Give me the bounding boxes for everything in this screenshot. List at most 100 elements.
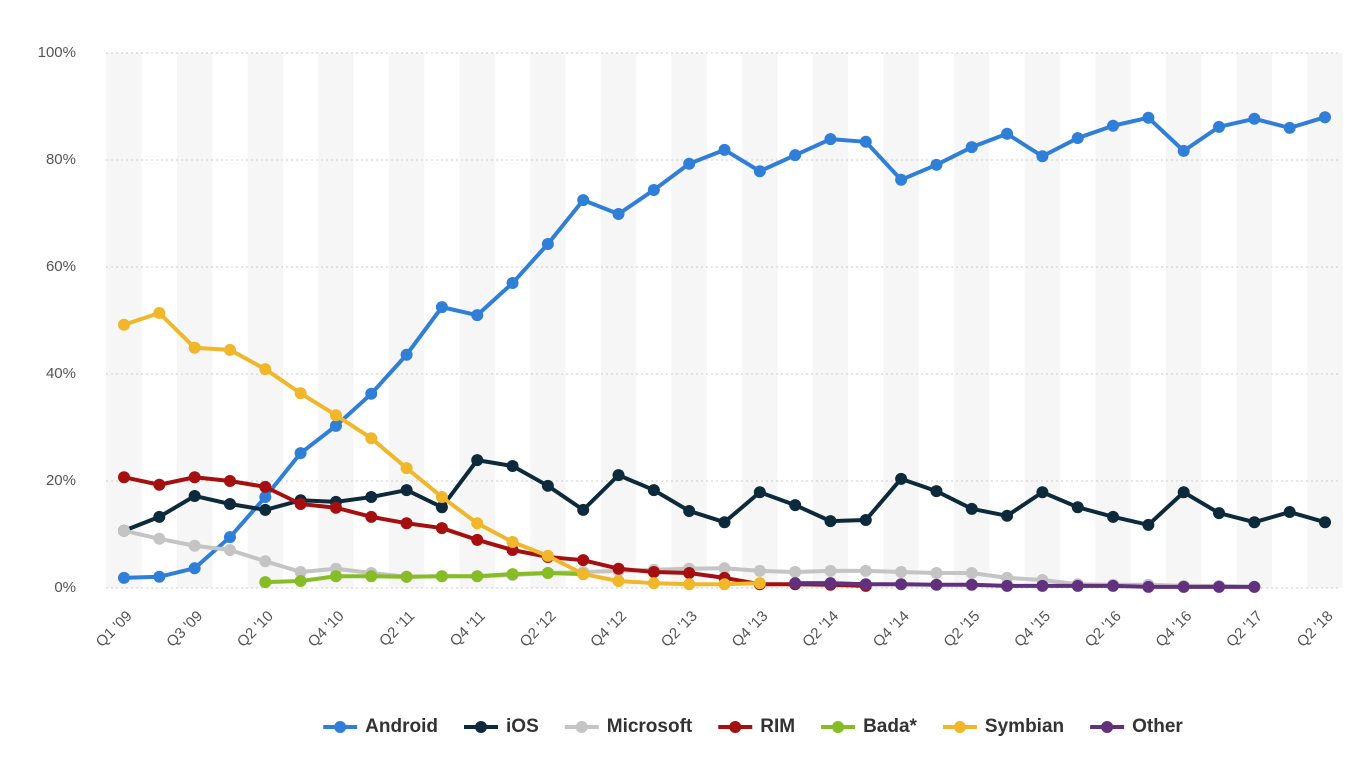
- data-point: [1213, 120, 1226, 133]
- data-point: [471, 533, 484, 546]
- data-point: [1071, 132, 1084, 145]
- data-point: [506, 277, 519, 290]
- data-point: [753, 577, 766, 590]
- x-tick-label: Q4 '15: [1011, 608, 1054, 651]
- data-point: [824, 577, 837, 590]
- data-point: [859, 564, 872, 577]
- x-tick-label: Q2 '18: [1294, 608, 1337, 651]
- data-point: [1071, 579, 1084, 592]
- data-point: [1248, 112, 1261, 125]
- y-tick-label: 80%: [46, 151, 76, 168]
- data-point: [718, 562, 731, 575]
- data-point: [577, 503, 590, 516]
- legend-marker: [729, 721, 742, 733]
- data-point: [1036, 486, 1049, 499]
- data-point: [789, 565, 802, 578]
- series-line: [265, 571, 584, 585]
- legend-marker: [334, 721, 347, 733]
- data-point: [647, 484, 660, 497]
- band: [388, 53, 425, 588]
- x-tick-label: Q2 '16: [1082, 608, 1125, 651]
- data-point: [859, 514, 872, 527]
- data-point: [400, 348, 413, 361]
- data-point: [329, 570, 342, 583]
- data-point: [365, 387, 378, 400]
- band: [1236, 53, 1273, 588]
- data-point: [718, 143, 731, 156]
- legend-item: iOS: [464, 716, 539, 737]
- legend-item: RIM: [718, 716, 795, 737]
- data-point: [1213, 580, 1226, 593]
- data-point: [435, 491, 448, 504]
- data-point: [930, 567, 943, 580]
- data-point: [259, 480, 272, 493]
- data-point: [683, 567, 696, 580]
- data-point: [965, 567, 978, 580]
- x-tick-label: Q4 '13: [729, 608, 772, 651]
- data-point: [895, 565, 908, 578]
- data-point: [435, 501, 448, 514]
- data-point: [1248, 516, 1261, 529]
- data-point: [223, 544, 236, 557]
- data-point: [1213, 507, 1226, 520]
- data-point: [895, 173, 908, 186]
- data-point: [294, 387, 307, 400]
- band: [530, 53, 566, 588]
- data-point: [259, 555, 272, 568]
- legend-label: Microsoft: [607, 716, 693, 737]
- data-point: [718, 578, 731, 591]
- data-point: [118, 471, 130, 484]
- data-point: [223, 343, 236, 356]
- data-point: [824, 515, 837, 528]
- data-point: [612, 562, 625, 575]
- band: [1095, 53, 1131, 588]
- data-point: [188, 471, 201, 484]
- data-point: [1001, 509, 1014, 522]
- data-point: [435, 570, 448, 583]
- data-point: [294, 447, 307, 460]
- x-tick-label: Q4 '11: [447, 608, 489, 650]
- legend-item: Symbian: [942, 716, 1064, 737]
- data-point: [294, 498, 307, 511]
- data-point: [259, 363, 272, 376]
- series-line: [123, 475, 866, 588]
- data-point: [683, 578, 696, 591]
- data-point: [1142, 111, 1155, 124]
- band: [883, 53, 919, 588]
- data-point: [895, 472, 908, 485]
- data-point: [471, 570, 484, 583]
- data-point: [789, 577, 802, 590]
- data-point: [930, 158, 943, 171]
- legend-marker: [575, 721, 588, 733]
- x-tick-label: Q4 '14: [870, 608, 913, 651]
- data-point: [153, 478, 166, 491]
- data-point: [577, 554, 590, 567]
- data-point: [188, 562, 201, 575]
- data-point: [1177, 580, 1190, 593]
- data-point: [541, 237, 554, 250]
- data-point: [329, 419, 342, 432]
- x-tick-label: Q2 '11: [376, 608, 418, 650]
- y-tick-label: 60%: [46, 258, 76, 275]
- legend-label: RIM: [760, 716, 795, 737]
- legend-item: Microsoft: [564, 716, 693, 737]
- data-point: [647, 577, 660, 590]
- data-point: [400, 517, 413, 530]
- y-tick-label: 40%: [46, 365, 76, 382]
- legend-label: Symbian: [985, 716, 1064, 737]
- data-point: [506, 568, 519, 581]
- data-point: [753, 165, 766, 178]
- data-point: [647, 565, 660, 578]
- series-line: [123, 311, 760, 587]
- data-point: [824, 564, 837, 577]
- x-tick-label: Q2 '14: [799, 608, 842, 651]
- data-point: [1319, 516, 1331, 529]
- data-point: [718, 516, 731, 529]
- data-point: [612, 469, 625, 482]
- data-point: [1248, 580, 1261, 593]
- data-point: [435, 301, 448, 314]
- legend-label: Android: [365, 716, 438, 737]
- data-point: [294, 565, 307, 578]
- data-point: [400, 462, 413, 475]
